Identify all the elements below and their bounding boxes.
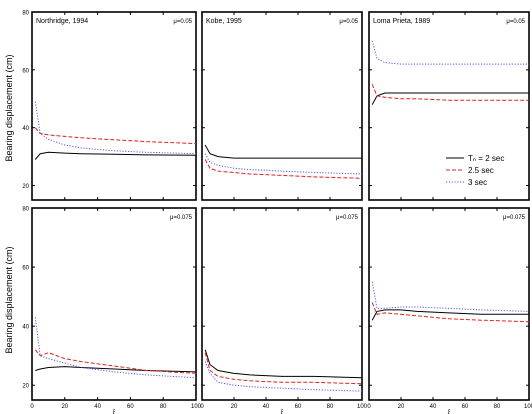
series-line-2 <box>371 84 529 101</box>
series-line-3 <box>34 101 197 155</box>
x-axis-label: ξ <box>448 410 451 414</box>
plot-frame <box>201 207 363 401</box>
x-tick-label: 0 <box>200 404 204 410</box>
chart-panel-1: 20 40 60 80 Northridge, 1994 μ=0.05 <box>22 11 197 201</box>
y-tick-label: 60 <box>22 68 29 74</box>
shared-y-axis-label-top: Bearing displacement (cm) <box>4 54 14 161</box>
panel-annotation: μ=0.05 <box>339 19 358 25</box>
panel-title: Kobe, 1995 <box>206 18 242 25</box>
series-line-1 <box>204 144 362 159</box>
series-line-1 <box>204 349 363 379</box>
x-tick-label: 80 <box>160 404 167 410</box>
legend-label-3: 3 sec <box>468 178 487 187</box>
panel-annotation: μ=0.05 <box>173 19 192 25</box>
x-tick-label: 20 <box>231 404 238 410</box>
series-line-1 <box>371 92 529 105</box>
x-tick-label: 80 <box>494 404 501 410</box>
chart-panel-5: 0 20 40 60 80 100 ξ μ=0.075 <box>200 207 368 414</box>
series-line-2 <box>34 127 197 145</box>
y-tick-label: 60 <box>22 266 29 272</box>
panel-title: Loma Prieta, 1989 <box>373 18 430 25</box>
series-line-3 <box>204 361 363 392</box>
series-line-1 <box>371 309 529 321</box>
panel-annotation: μ=0.075 <box>503 215 526 221</box>
plot-frame <box>368 11 530 201</box>
series-line-2 <box>204 352 363 385</box>
x-tick-label: 100 <box>524 404 532 410</box>
chart-panel-6: 0 20 40 60 80 100 ξ μ=0.075 <box>367 207 532 414</box>
x-tick-label: 0 <box>30 404 34 410</box>
chart-panel-4: 20 40 60 80 0 20 40 60 80 100 ξ μ=0.075 <box>22 207 201 414</box>
plot-frame <box>201 11 363 201</box>
legend: Tₙ = 2 sec 2.5 sec 3 sec <box>446 154 504 187</box>
y-tick-label: 40 <box>22 325 29 331</box>
legend-label-2: 2.5 sec <box>468 166 494 175</box>
x-tick-label: 100 <box>357 404 368 410</box>
shared-y-axis-label-bottom: Bearing displacement (cm) <box>4 246 14 353</box>
series-line-2 <box>371 302 530 323</box>
x-tick-label: 40 <box>430 404 437 410</box>
panel-title: Northridge, 1994 <box>36 18 88 25</box>
y-tick-label: 20 <box>22 384 29 390</box>
panel-annotation: μ=0.05 <box>506 19 525 25</box>
x-axis-label: ξ <box>113 410 116 414</box>
series-line-3 <box>371 281 530 312</box>
series-line-3 <box>204 153 363 175</box>
plot-frame <box>368 207 530 401</box>
plot-frame <box>31 207 197 401</box>
y-tick-label: 80 <box>22 11 29 17</box>
x-tick-label: 20 <box>61 404 68 410</box>
series-line-2 <box>34 349 197 374</box>
x-tick-label: 0 <box>367 404 371 410</box>
plot-frame <box>31 11 197 201</box>
series-line-3 <box>371 40 529 65</box>
series-line-1 <box>34 151 197 160</box>
series-line-3 <box>34 317 197 379</box>
x-tick-label: 100 <box>191 404 202 410</box>
x-tick-label: 40 <box>263 404 270 410</box>
panel-annotation: μ=0.075 <box>170 215 193 221</box>
legend-label-1: Tₙ = 2 sec <box>468 154 504 163</box>
x-tick-label: 60 <box>462 404 469 410</box>
series-line-2 <box>204 159 363 179</box>
panel-annotation: μ=0.075 <box>336 215 359 221</box>
y-tick-label: 40 <box>22 126 29 132</box>
chart-panel-3: Loma Prieta, 1989 μ=0.05 <box>368 11 530 201</box>
x-tick-label: 20 <box>398 404 405 410</box>
chart-panel-2: Kobe, 1995 μ=0.05 <box>201 11 363 201</box>
x-tick-label: 60 <box>127 404 134 410</box>
x-axis-label: ξ <box>281 410 284 414</box>
x-tick-label: 80 <box>327 404 334 410</box>
x-tick-label: 40 <box>94 404 101 410</box>
x-tick-label: 60 <box>295 404 302 410</box>
y-tick-label: 80 <box>22 207 29 213</box>
y-tick-label: 20 <box>22 184 29 190</box>
